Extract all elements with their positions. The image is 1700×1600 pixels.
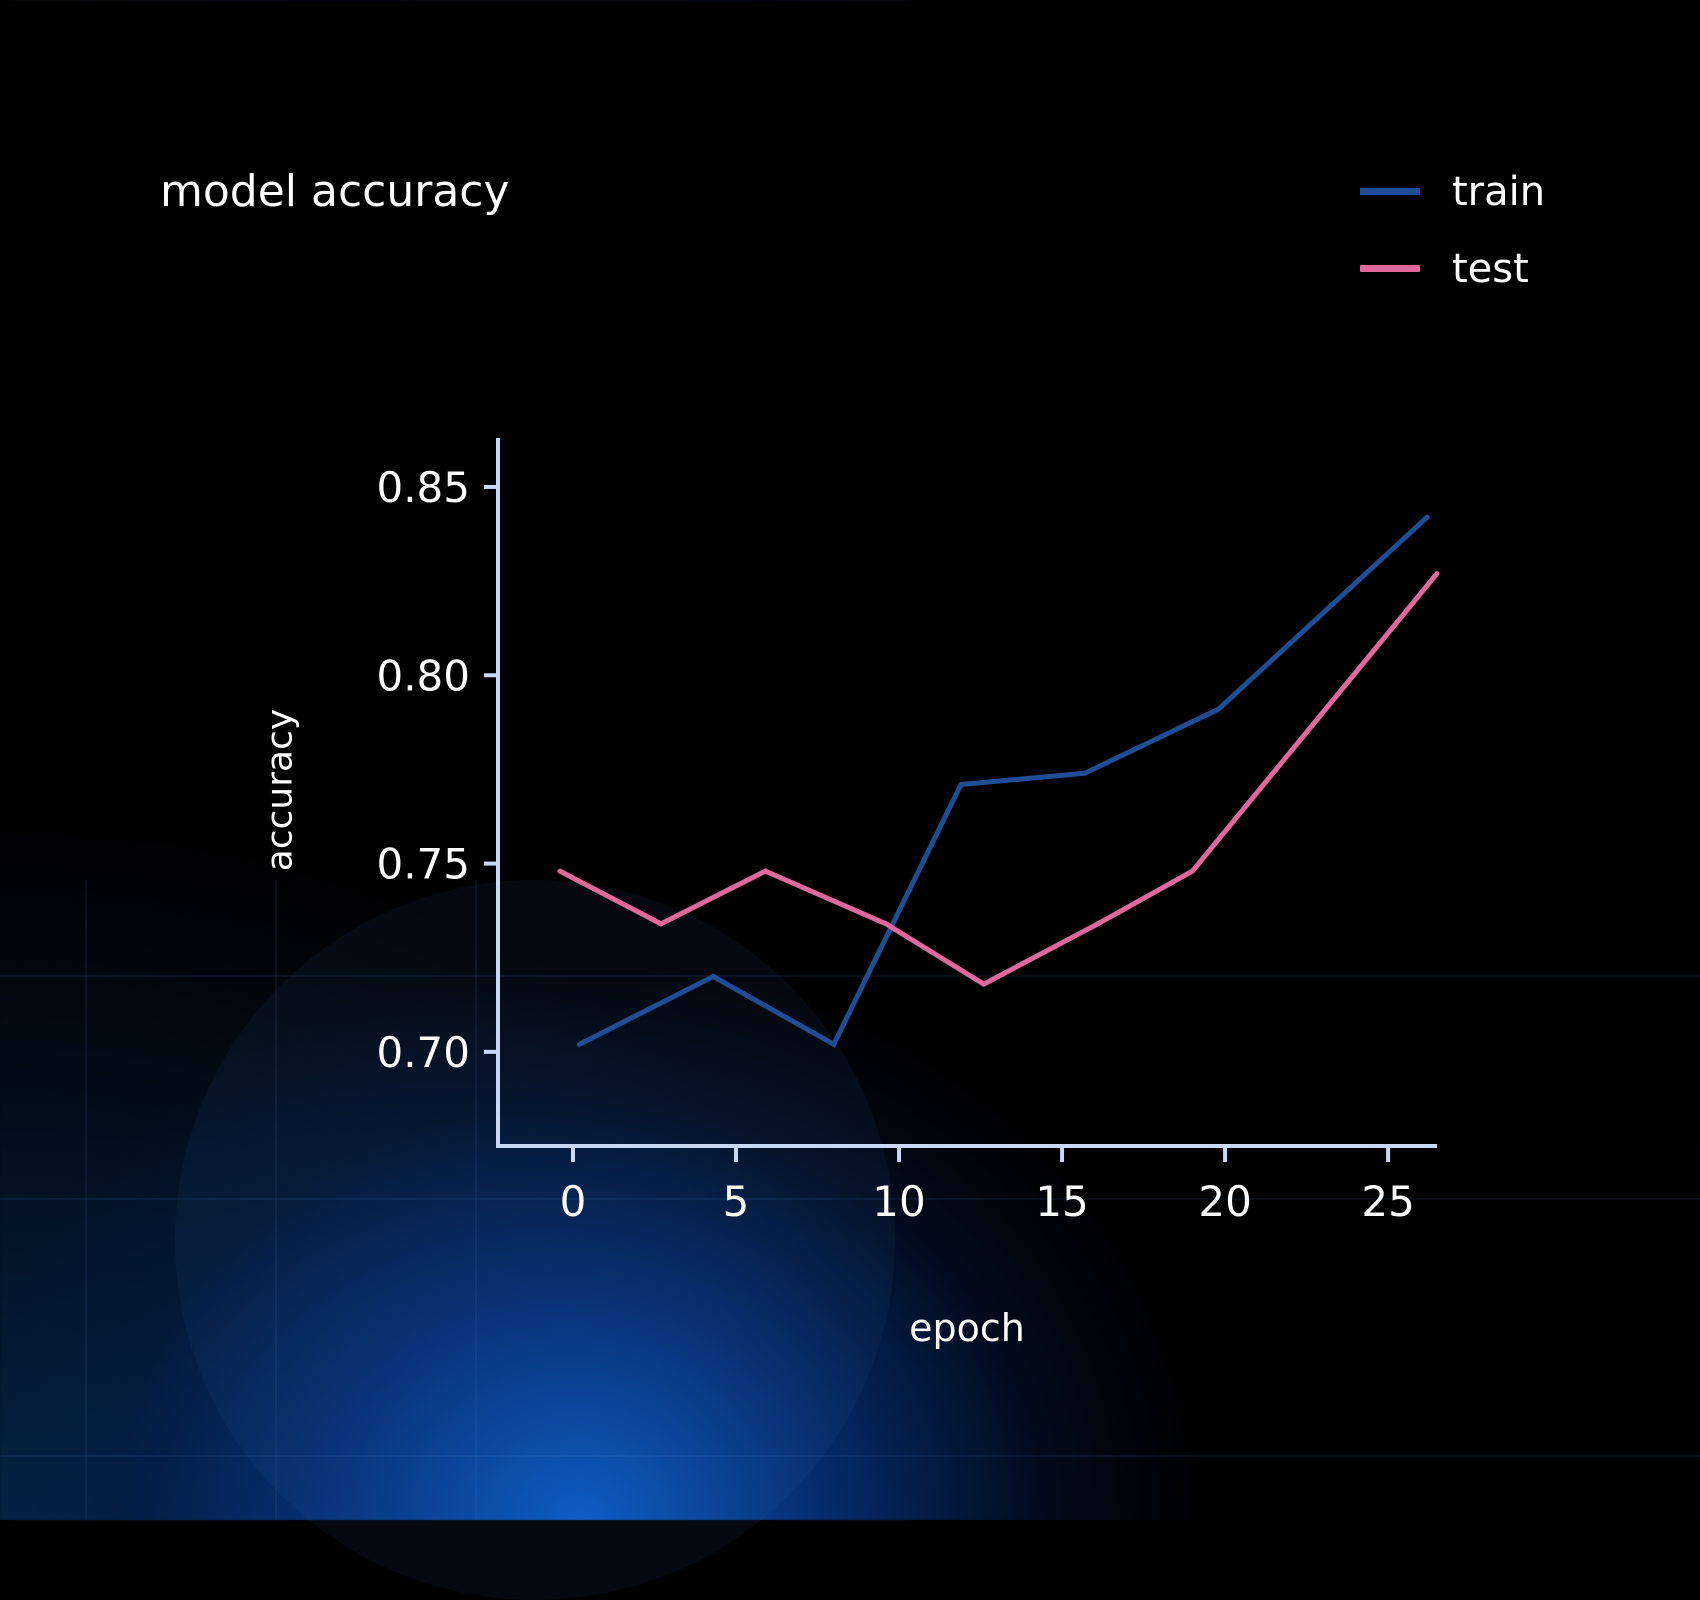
- background-grid-line: [275, 880, 277, 1520]
- data-point-test: [1095, 921, 1101, 927]
- background-grid-line: [0, 1455, 1700, 1457]
- data-point-test: [762, 868, 768, 874]
- x-tick-label: 25: [1361, 1177, 1414, 1226]
- x-tick-label: 15: [1035, 1177, 1088, 1226]
- x-tick-label: 10: [872, 1177, 925, 1226]
- legend-label-train: train: [1452, 169, 1546, 215]
- data-point-test: [883, 921, 889, 927]
- legend-item-test: test: [1360, 247, 1600, 291]
- data-point-test: [1434, 571, 1440, 577]
- data-point-test: [981, 981, 987, 987]
- chart-title: model accuracy: [160, 166, 510, 217]
- x-tick-label: 0: [560, 1177, 587, 1226]
- data-point-test: [1189, 868, 1195, 874]
- data-point-train: [1216, 706, 1222, 712]
- data-point-train: [1082, 770, 1088, 776]
- y-tick-label: 0.75: [376, 840, 470, 889]
- data-point-test: [658, 921, 664, 927]
- legend-swatch-test: [1360, 265, 1420, 272]
- background-grid-line: [85, 880, 87, 1520]
- data-point-test: [557, 868, 563, 874]
- background-grid-line: [0, 1198, 1700, 1200]
- background-grid-line: [475, 880, 477, 1520]
- y-tick-label: 0.85: [376, 463, 470, 512]
- x-tick-label: 5: [723, 1177, 750, 1226]
- data-point-train: [577, 1041, 583, 1047]
- legend-swatch-train: [1360, 188, 1420, 195]
- y-tick-label: 0.70: [376, 1028, 470, 1077]
- series-line-train: [578, 515, 1429, 1048]
- chart-plot: 0.70 0.75 0.80 0.85 0 5 10 15 20 25: [376, 438, 1440, 1226]
- data-point-train: [1424, 514, 1430, 520]
- legend-item-train: train: [1360, 170, 1600, 214]
- x-axis-label: epoch: [909, 1306, 1025, 1350]
- background-glow-circle: [175, 880, 895, 1600]
- x-tick-label: 20: [1198, 1177, 1251, 1226]
- data-point-train: [958, 781, 964, 787]
- data-point-train: [710, 974, 716, 980]
- series-line-test: [558, 572, 1439, 987]
- data-point-train: [831, 1041, 837, 1047]
- background-grid-line: [0, 975, 1700, 977]
- legend-label-test: test: [1452, 246, 1529, 292]
- y-tick-label: 0.80: [376, 651, 470, 700]
